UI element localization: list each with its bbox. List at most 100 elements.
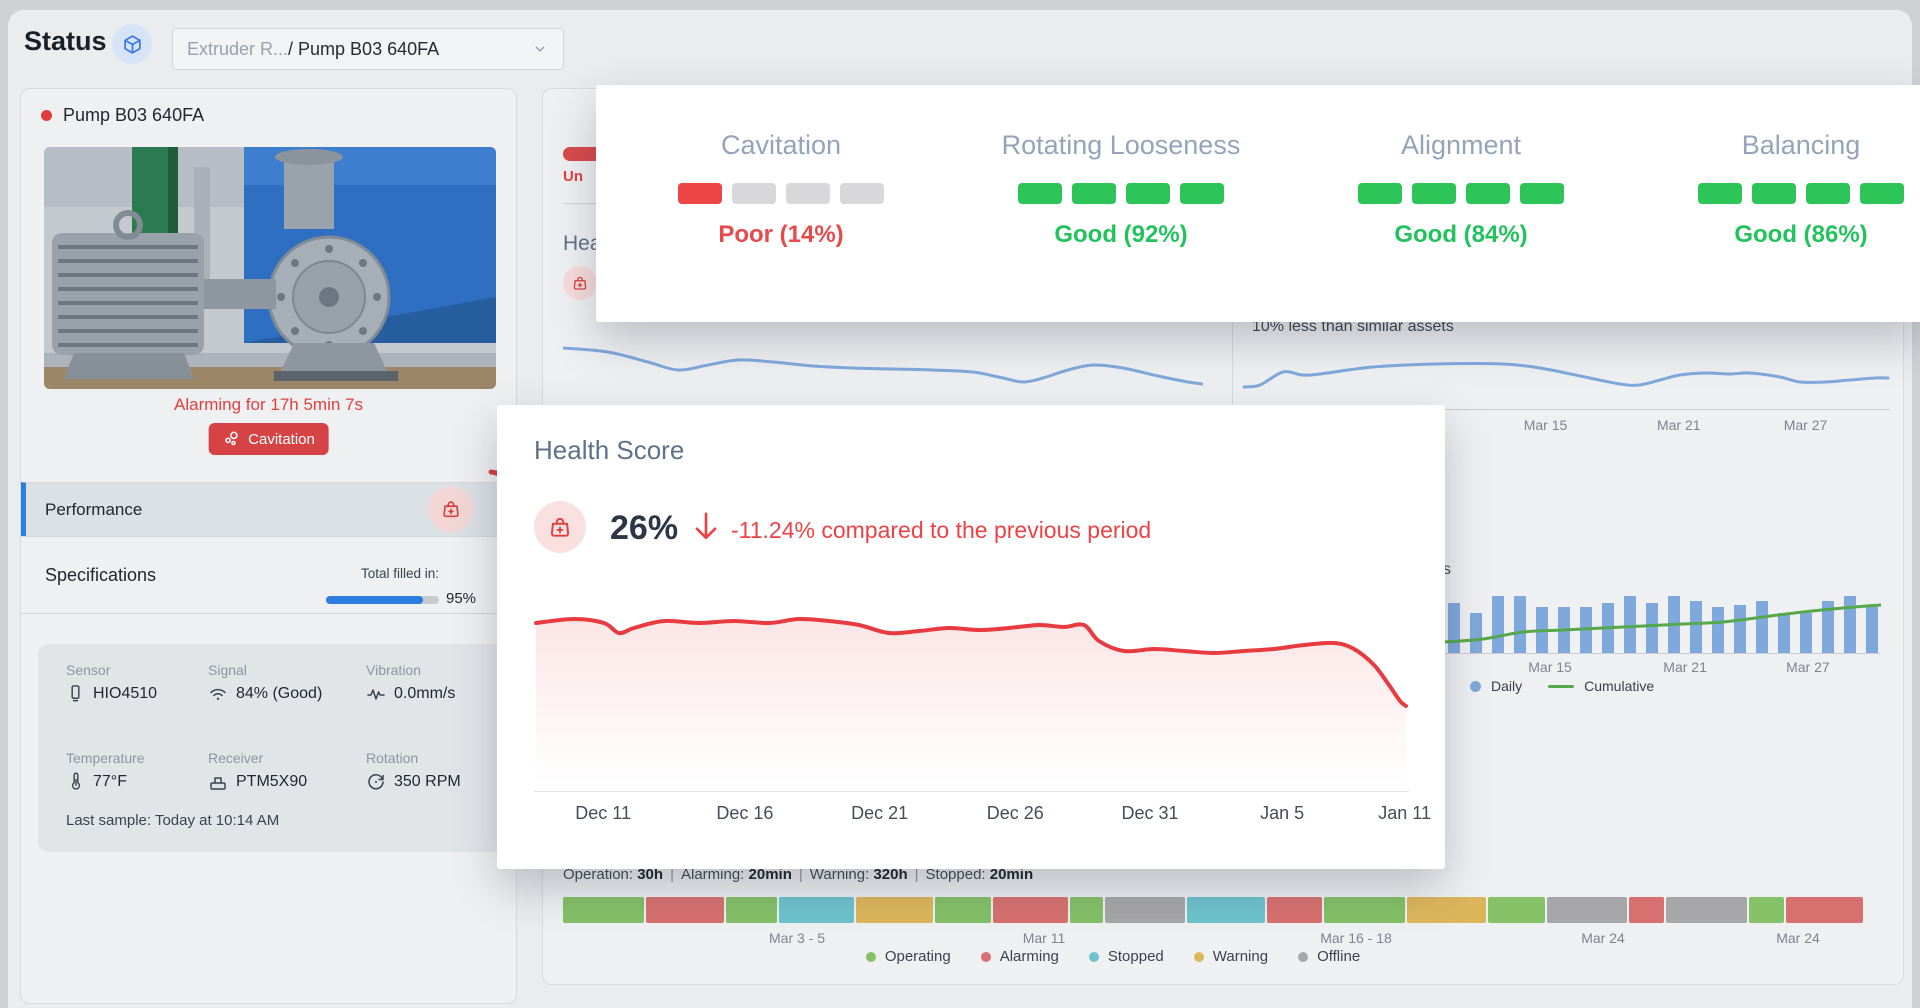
x-axis-label: Mar 27	[1786, 659, 1830, 675]
timeline-segment-warning[interactable]	[1407, 897, 1486, 923]
fault-column-rotating-looseness: Rotating Looseness Good (92%)	[971, 85, 1271, 249]
daily-usage-chart	[1444, 596, 1882, 653]
daily-legend-dot	[1470, 680, 1481, 692]
cumulative-legend-label: Cumulative	[1584, 678, 1655, 694]
timeline-segment-alarming[interactable]	[646, 897, 724, 923]
card-divider	[1232, 300, 1233, 420]
x-axis-label: Dec 11	[575, 803, 631, 823]
spec-value-text: HIO4510	[93, 684, 158, 702]
legend-item-operating: Operating	[865, 948, 951, 965]
alarm-status-dot	[41, 110, 52, 121]
fault-name: Cavitation	[720, 130, 842, 160]
legend-item-offline: Offline	[1298, 948, 1360, 965]
timeline-segment-operating[interactable]	[1069, 897, 1104, 923]
spec-rotation: Rotation 350 RPM	[366, 750, 516, 792]
legend-item-warning: Warning	[1193, 948, 1268, 965]
legend-item-alarming: Alarming	[980, 948, 1059, 965]
timeline-segment-operating[interactable]	[1324, 897, 1406, 923]
operation-stats-line: Operation: 30h | Alarming: 20min | Warning: …	[563, 866, 1033, 883]
stat-value: 320h	[873, 866, 908, 883]
stat-separator: |	[798, 866, 803, 883]
stat-value: 20min	[748, 866, 792, 883]
health-kit-icon	[428, 486, 474, 532]
timeline-date-label: Mar 3 - 5	[768, 930, 826, 946]
legend-label: Stopped	[1107, 948, 1164, 965]
x-axis-label: Mar 21	[1663, 659, 1707, 675]
health-score-panel: Health Score 26% -11.24% compared to the…	[497, 405, 1445, 869]
timeline-segment-operating[interactable]	[1748, 897, 1784, 923]
legend-dot	[1193, 951, 1204, 962]
daily-bar	[1778, 613, 1790, 653]
legend-dot	[980, 951, 991, 962]
timeline-segment-alarming[interactable]	[1785, 897, 1864, 923]
spec-label: Sensor	[66, 662, 111, 678]
x-axis-label: Jan 5	[1260, 803, 1305, 823]
daily-bar	[1822, 601, 1834, 653]
cavitation-fault-button[interactable]: Cavitation	[208, 423, 329, 455]
severity-segment	[1520, 183, 1564, 204]
asset-selector-dropdown[interactable]: Extruder R... / Pump B03 640FA	[172, 28, 564, 70]
timeline-segment-operating[interactable]	[563, 897, 645, 923]
thermometer-icon	[66, 772, 85, 791]
stat-label: Alarming:	[680, 866, 749, 883]
stat-separator: |	[670, 866, 674, 883]
timeline-segment-offline[interactable]	[1546, 897, 1627, 923]
legend-label: Offline	[1317, 948, 1361, 965]
spec-value: 84% (Good)	[208, 684, 358, 704]
timeline-segment-alarming[interactable]	[1628, 897, 1664, 923]
timeline-segment-stopped[interactable]	[779, 897, 855, 923]
asset-name: Pump B03 640FA	[63, 105, 205, 125]
x-axis-label: Mar 15	[1528, 659, 1572, 675]
status-timeline[interactable]	[563, 897, 1864, 923]
daily-bar	[1448, 603, 1460, 653]
timeline-segment-alarming[interactable]	[1266, 897, 1323, 923]
pulse-icon	[366, 684, 386, 704]
cumulative-line	[1444, 603, 1882, 644]
severity-segment	[1018, 183, 1062, 204]
x-axis-label: Dec 31	[1121, 803, 1179, 823]
timeline-segment-offline[interactable]	[1665, 897, 1747, 923]
fault-button-label: Cavitation	[248, 430, 315, 448]
tab-specifications[interactable]: Specifications	[21, 536, 516, 614]
timeline-segment-operating[interactable]	[1488, 897, 1545, 923]
timeline-segment-operating[interactable]	[935, 897, 991, 923]
severity-segment	[1126, 183, 1170, 204]
x-axis-label: Dec 21	[851, 803, 909, 823]
benchmark-x-axis: Mar 15 Mar 21 Mar 27	[1240, 417, 1890, 433]
daily-bar	[1492, 596, 1504, 653]
cumulative-legend-line	[1548, 684, 1575, 688]
arrow-down-icon	[691, 509, 721, 545]
legend-label: Operating	[884, 948, 951, 965]
daily-bar	[1800, 613, 1812, 653]
fault-scores-panel: Cavitation Poor (14%) Rotating Looseness Go…	[596, 85, 1920, 322]
timeline-segment-alarming[interactable]	[992, 897, 1068, 923]
timeline-segment-warning[interactable]	[856, 897, 934, 923]
timeline-x-axis: Mar 3 - 5 Mar 11 Mar 16 - 18 Mar 24 Mar 24	[563, 930, 1863, 946]
legend-dot	[1298, 951, 1309, 962]
health-score-chart	[534, 616, 1408, 785]
daily-bar	[1866, 607, 1878, 653]
stat-value: 30h	[637, 866, 664, 883]
stat-label: Operation:	[563, 866, 638, 883]
benchmark-chart	[1242, 362, 1890, 389]
legend-item-stopped: Stopped	[1088, 948, 1164, 965]
asset-photo	[44, 147, 496, 389]
spec-temperature: Temperature 77°F	[66, 750, 216, 791]
pump-photo-illustration	[44, 147, 496, 389]
severity-segment	[1466, 183, 1510, 204]
asset-path-truncated: Extruder R...	[187, 38, 289, 59]
daily-bar	[1690, 601, 1702, 653]
fault-severity-segments	[1651, 183, 1920, 204]
health-score-title: Health Score	[534, 435, 685, 465]
stat-label: Stopped:	[925, 866, 990, 883]
timeline-segment-operating[interactable]	[725, 897, 778, 923]
spec-value: 0.0mm/s	[366, 684, 516, 704]
timeline-date-label: Mar 24	[1581, 930, 1625, 946]
asset-3d-view-button[interactable]	[112, 24, 152, 64]
severity-segment	[1752, 183, 1796, 204]
timeline-segment-stopped[interactable]	[1187, 897, 1265, 923]
timeline-segment-offline[interactable]	[1105, 897, 1186, 923]
fault-name: Alignment	[1400, 130, 1522, 160]
health-x-axis: Dec 11 Dec 16 Dec 21 Dec 26 Dec 31 Jan 5 Jan 1…	[534, 803, 1431, 825]
